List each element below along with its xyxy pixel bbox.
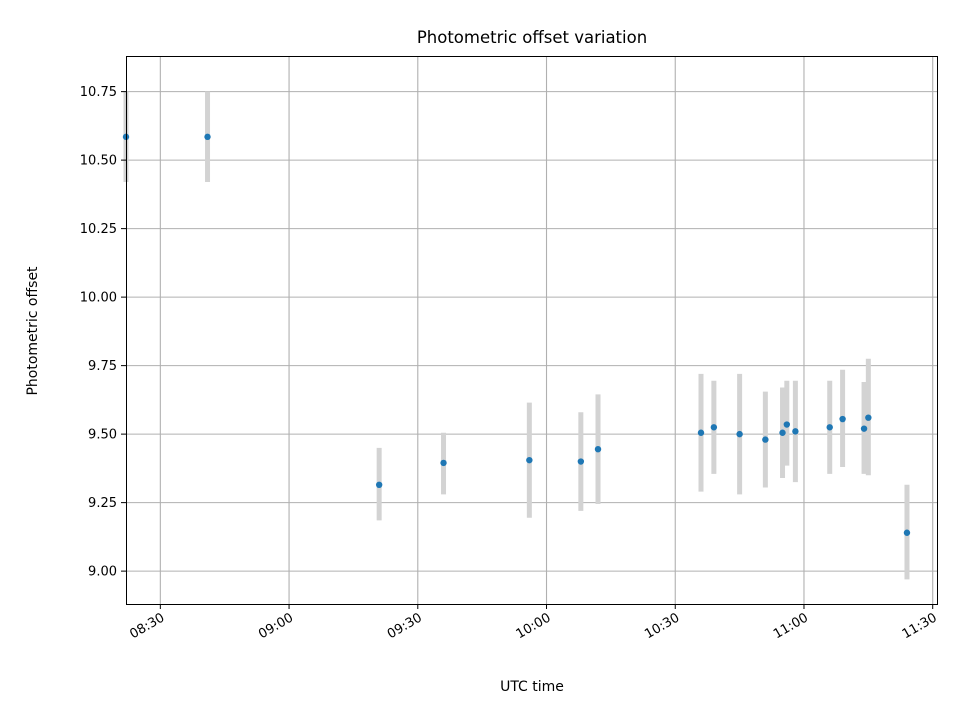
data-point xyxy=(826,424,833,431)
plot-frame xyxy=(126,56,938,605)
x-tick-label: 08:30 xyxy=(127,610,167,642)
data-point xyxy=(903,529,911,536)
point-layer xyxy=(122,133,911,536)
y-tick-label: 10.00 xyxy=(80,291,117,306)
chart-title: Photometric offset variation xyxy=(417,28,647,47)
data-point xyxy=(594,445,602,453)
data-point xyxy=(577,458,585,465)
x-tick-label: 11:30 xyxy=(900,610,940,642)
data-point xyxy=(839,415,846,423)
y-tick-label: 10.50 xyxy=(80,154,117,169)
grid-layer xyxy=(126,56,937,604)
y-tick-label: 9.25 xyxy=(88,496,117,511)
data-point xyxy=(526,456,533,464)
data-point xyxy=(204,133,211,141)
data-point xyxy=(762,436,769,443)
y-tick-label: 10.75 xyxy=(80,85,117,100)
data-point xyxy=(710,424,718,431)
data-point xyxy=(783,421,791,428)
x-tick-label: 09:00 xyxy=(256,610,296,642)
y-tick-label: 10.25 xyxy=(80,222,117,237)
y-tick-label: 9.50 xyxy=(88,428,117,443)
data-point xyxy=(860,425,868,432)
x-tick-label: 11:00 xyxy=(771,610,811,642)
data-point xyxy=(865,414,872,421)
x-tick-label: 10:30 xyxy=(642,610,682,642)
x-tick-label: 09:30 xyxy=(385,610,425,642)
x-axis-label: UTC time xyxy=(500,679,564,695)
data-point xyxy=(375,481,383,489)
data-point xyxy=(736,430,743,438)
x-tick-label: 10:00 xyxy=(514,610,554,642)
data-point xyxy=(697,429,705,436)
y-tick-label: 9.75 xyxy=(88,359,117,374)
y-axis-label: Photometric offset xyxy=(25,266,41,396)
errorbar-layer xyxy=(123,91,910,580)
data-point xyxy=(792,428,799,435)
data-point xyxy=(779,429,786,436)
data-point xyxy=(440,459,447,467)
y-tick-label: 9.00 xyxy=(88,565,117,580)
